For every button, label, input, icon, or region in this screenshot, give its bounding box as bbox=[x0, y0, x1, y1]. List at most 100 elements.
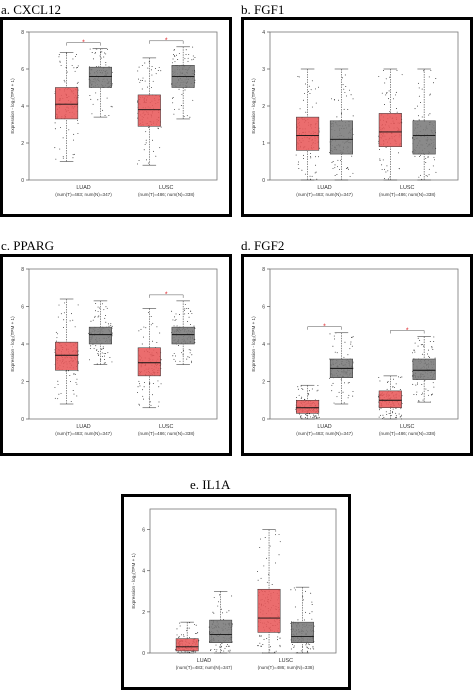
data-point bbox=[73, 139, 75, 141]
data-point bbox=[418, 95, 420, 97]
data-point bbox=[332, 161, 334, 162]
data-point bbox=[64, 81, 66, 83]
y-tick-label: 8 bbox=[21, 267, 24, 273]
data-point bbox=[295, 154, 297, 156]
data-point bbox=[400, 408, 402, 410]
data-point bbox=[76, 82, 78, 84]
data-point bbox=[72, 58, 74, 60]
data-point bbox=[176, 54, 177, 56]
y-tick-label: 4 bbox=[142, 569, 145, 575]
data-point bbox=[398, 168, 400, 170]
data-point bbox=[173, 54, 174, 56]
significance-bracket bbox=[390, 330, 425, 334]
data-point bbox=[144, 143, 146, 145]
data-point bbox=[103, 359, 105, 360]
data-point bbox=[103, 362, 105, 364]
y-tick-label: 8 bbox=[21, 30, 24, 36]
data-point bbox=[193, 325, 195, 327]
data-point bbox=[191, 362, 193, 364]
y-tick-label: 1 bbox=[262, 141, 265, 147]
data-point bbox=[138, 160, 140, 161]
data-point bbox=[150, 324, 152, 326]
data-point bbox=[147, 86, 148, 88]
data-point bbox=[259, 636, 261, 637]
data-point bbox=[413, 394, 415, 396]
data-point bbox=[95, 310, 96, 312]
data-point bbox=[231, 595, 233, 597]
box-lusc-n bbox=[171, 326, 195, 345]
data-point bbox=[432, 382, 434, 384]
box-lusc-t bbox=[137, 347, 161, 377]
data-point bbox=[76, 395, 78, 397]
data-point bbox=[305, 611, 307, 613]
data-point bbox=[393, 378, 394, 380]
data-point bbox=[427, 390, 429, 392]
data-point bbox=[339, 169, 340, 170]
data-point bbox=[317, 414, 319, 416]
data-point bbox=[435, 171, 437, 173]
data-point bbox=[152, 80, 154, 82]
data-point bbox=[77, 132, 79, 134]
data-point bbox=[111, 71, 113, 73]
data-point bbox=[428, 174, 430, 176]
data-point bbox=[433, 341, 435, 342]
data-point bbox=[350, 343, 352, 345]
data-point bbox=[137, 386, 139, 388]
data-point bbox=[140, 79, 142, 81]
data-point bbox=[297, 386, 299, 388]
significance-marker: * bbox=[323, 324, 326, 331]
data-point bbox=[347, 397, 349, 399]
data-point bbox=[329, 152, 331, 153]
x-category-label: LUSC bbox=[159, 185, 173, 191]
data-point bbox=[419, 155, 421, 157]
data-point bbox=[311, 80, 313, 82]
data-point bbox=[427, 156, 429, 158]
data-point bbox=[73, 373, 75, 375]
data-point bbox=[315, 102, 317, 104]
data-point bbox=[141, 88, 143, 90]
data-point bbox=[69, 320, 71, 322]
data-point bbox=[151, 394, 153, 396]
y-tick-label: 0 bbox=[262, 178, 265, 184]
data-point bbox=[62, 156, 64, 158]
data-point bbox=[72, 157, 74, 159]
data-point bbox=[300, 398, 302, 400]
data-point bbox=[260, 635, 262, 637]
plot-area bbox=[269, 268, 459, 420]
data-point bbox=[59, 61, 61, 63]
data-point bbox=[334, 175, 336, 176]
data-point bbox=[77, 65, 79, 67]
data-point bbox=[421, 88, 423, 90]
data-point bbox=[434, 159, 435, 161]
data-point bbox=[178, 636, 180, 638]
data-point bbox=[307, 648, 309, 649]
data-point bbox=[76, 378, 78, 380]
data-point bbox=[63, 327, 65, 328]
data-point bbox=[401, 74, 403, 76]
data-point bbox=[195, 624, 197, 626]
data-point bbox=[300, 385, 302, 387]
data-point bbox=[224, 647, 226, 649]
data-point bbox=[111, 83, 113, 85]
data-point bbox=[422, 392, 423, 394]
data-point bbox=[309, 175, 311, 177]
data-point bbox=[399, 389, 401, 390]
data-point bbox=[189, 636, 191, 638]
data-point bbox=[226, 611, 228, 613]
data-point bbox=[188, 356, 190, 358]
data-point bbox=[344, 382, 345, 384]
data-point bbox=[179, 625, 181, 627]
data-point bbox=[106, 307, 108, 309]
data-point bbox=[392, 408, 394, 410]
data-point bbox=[92, 319, 94, 321]
data-point bbox=[67, 370, 69, 372]
data-point bbox=[315, 416, 317, 418]
data-point bbox=[259, 547, 261, 548]
data-point bbox=[70, 381, 71, 383]
data-point bbox=[310, 178, 311, 180]
data-point bbox=[92, 58, 94, 60]
data-point bbox=[307, 91, 309, 92]
data-point bbox=[60, 127, 61, 129]
data-point bbox=[318, 86, 319, 88]
